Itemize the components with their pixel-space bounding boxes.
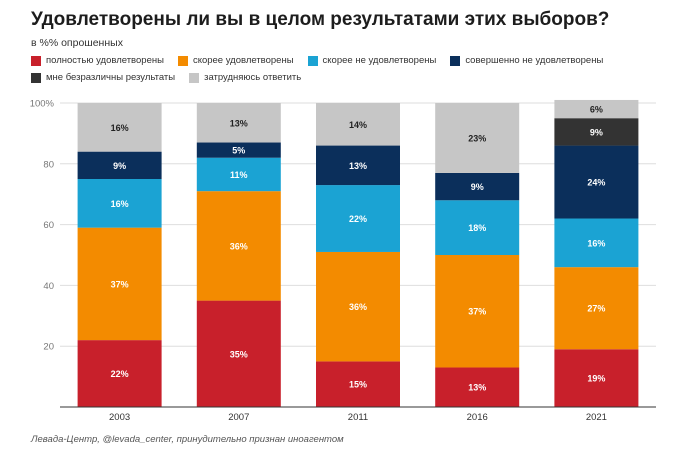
bar-segment bbox=[196, 191, 281, 301]
data-label: 15% bbox=[349, 380, 367, 390]
bar-segment bbox=[554, 99, 639, 119]
data-label: 35% bbox=[230, 349, 248, 359]
x-tick-label: 2003 bbox=[109, 412, 130, 423]
bar-segment bbox=[316, 145, 400, 186]
legend-swatch bbox=[450, 55, 461, 66]
bar-segment bbox=[554, 118, 639, 146]
bar-segment bbox=[316, 185, 400, 252]
legend-label: мне безразличны результаты bbox=[46, 72, 176, 83]
legend-item: полностью удовлетворены bbox=[31, 54, 164, 67]
data-label: 23% bbox=[468, 133, 486, 143]
bar-segment bbox=[196, 300, 281, 407]
legend-swatch bbox=[31, 72, 41, 83]
data-label: 16% bbox=[111, 199, 129, 209]
data-label: 22% bbox=[111, 369, 129, 379]
legend-label: затрудняюсь ответить bbox=[204, 72, 302, 83]
data-label: 22% bbox=[349, 214, 367, 224]
data-label: 13% bbox=[230, 118, 248, 128]
bar-segment bbox=[435, 367, 520, 407]
data-label: 9% bbox=[113, 161, 126, 171]
bar-segment bbox=[554, 218, 639, 268]
legend-item: мне безразличны результаты bbox=[31, 71, 175, 84]
data-label: 9% bbox=[471, 182, 484, 192]
bar-segment bbox=[196, 157, 281, 192]
bar-segment bbox=[435, 200, 520, 255]
source-note: Левада-Центр, @levada_center, принудител… bbox=[31, 434, 344, 445]
data-label: 16% bbox=[111, 123, 129, 133]
y-tick-label: 80 bbox=[43, 159, 54, 170]
legend-swatch bbox=[31, 55, 41, 66]
data-label: 36% bbox=[230, 241, 248, 251]
bar-segment bbox=[196, 103, 281, 143]
x-tick-label: 2016 bbox=[467, 412, 488, 423]
bar-segment bbox=[554, 267, 639, 350]
chart-title: Удовлетворены ли вы в целом результатами… bbox=[31, 9, 610, 30]
data-label: 16% bbox=[587, 238, 605, 248]
legend-label: полностью удовлетворены bbox=[46, 55, 164, 66]
y-tick-label: 40 bbox=[43, 281, 54, 292]
data-label: 14% bbox=[349, 120, 367, 130]
x-tick-label: 2011 bbox=[348, 412, 368, 423]
legend-label: совершенно не удовлетворены bbox=[465, 55, 604, 66]
legend-item: скорее удовлетворены bbox=[177, 54, 294, 67]
bar-segment bbox=[554, 349, 639, 407]
bar-segment bbox=[316, 103, 400, 146]
bar-segment bbox=[316, 361, 400, 407]
y-tick-label: 20 bbox=[43, 342, 54, 353]
data-label: 24% bbox=[587, 178, 605, 188]
chart-subtitle: в %% опрошенных bbox=[31, 37, 123, 49]
data-label: 19% bbox=[587, 374, 605, 384]
data-label: 36% bbox=[349, 302, 367, 312]
data-label: 13% bbox=[468, 383, 486, 393]
bar-segment bbox=[196, 142, 281, 158]
bar-segment bbox=[77, 151, 162, 179]
legend-label: скорее не удовлетворены bbox=[322, 55, 437, 66]
x-tick-label: 2021 bbox=[586, 412, 607, 423]
data-label: 11% bbox=[230, 170, 248, 180]
x-tick-label: 2007 bbox=[228, 412, 249, 423]
data-label: 37% bbox=[468, 307, 486, 317]
bar-segment bbox=[77, 227, 162, 341]
y-tick-label: 60 bbox=[43, 220, 54, 231]
legend-swatch bbox=[177, 55, 188, 66]
legend-label: скорее удовлетворены bbox=[192, 55, 294, 66]
bar-segment bbox=[77, 103, 162, 152]
data-label: 9% bbox=[590, 127, 603, 137]
legend-item: затрудняюсь ответить bbox=[189, 71, 301, 84]
y-tick-label: 100% bbox=[30, 99, 55, 110]
bar-segment bbox=[77, 179, 162, 228]
legend-swatch bbox=[307, 55, 318, 66]
bar-segment bbox=[77, 340, 162, 407]
legend-swatch bbox=[189, 72, 200, 83]
data-label: 18% bbox=[468, 223, 486, 233]
bar-segment bbox=[435, 255, 520, 368]
bar-segment bbox=[554, 145, 639, 219]
bar-segment bbox=[435, 172, 520, 201]
legend-item: совершенно не удовлетворены bbox=[450, 54, 603, 67]
legend: полностью удовлетворены скорее удовлетвор… bbox=[31, 54, 651, 84]
data-label: 6% bbox=[590, 105, 603, 115]
data-label: 13% bbox=[349, 161, 367, 171]
legend-item: скорее не удовлетворены bbox=[307, 54, 437, 67]
data-label: 37% bbox=[111, 279, 129, 289]
data-label: 5% bbox=[232, 146, 245, 156]
bar-segment bbox=[435, 103, 520, 173]
data-label: 27% bbox=[587, 304, 605, 314]
bar-segment bbox=[316, 251, 400, 362]
